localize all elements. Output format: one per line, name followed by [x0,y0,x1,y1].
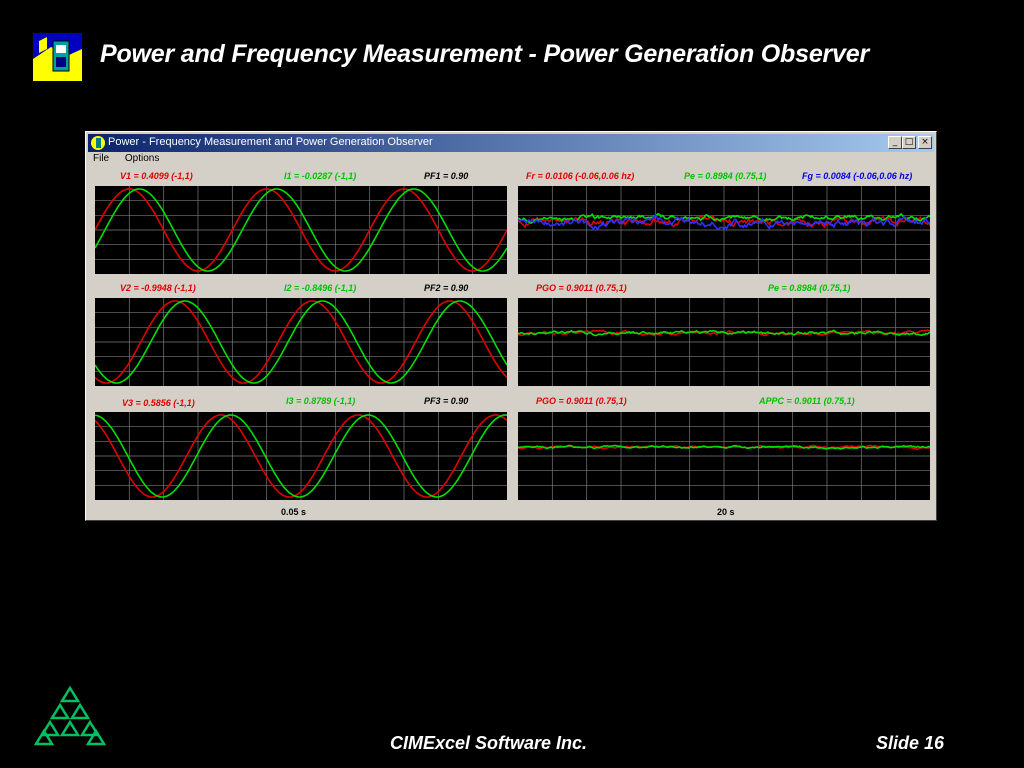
menu-bar: File Options [90,153,169,167]
pgo-label-1: PGO = 0.9011 (0.75,1) [536,283,627,293]
window-app-icon [91,136,105,150]
v3-label: V3 = 0.5856 (-1,1) [122,398,195,408]
footer-company: CIMExcel Software Inc. [390,733,588,753]
pe-label-1: Pe = 0.8984 (0.75,1) [684,171,767,181]
series-pe-line [518,329,930,337]
slide-title: Power and Frequency Measurement - Power … [100,40,869,68]
plot-frequency [518,186,930,274]
fr-label: Fr = 0.0106 (-0.06,0.06 hz) [526,171,635,181]
plot-phase2 [95,298,507,386]
app-window: Power - Frequency Measurement and Power … [85,131,937,521]
appc-label: APPC = 0.9011 (0.75,1) [759,396,855,406]
right-time-scale: 20 s [717,507,735,517]
plot-phase3 [95,412,507,500]
plot-grid [518,298,930,386]
menu-options[interactable]: Options [124,153,160,164]
menu-file[interactable]: File [93,153,110,164]
series-i2-line [95,300,507,384]
plot-grid [95,298,507,386]
plot-phase1 [95,186,507,274]
series-fg-line [518,214,930,231]
v2-label: V2 = -0.9948 (-1,1) [120,283,196,293]
maximize-button[interactable]: □ [902,136,916,149]
series-v3-line [95,414,507,498]
window-title: Power - Frequency Measurement and Power … [108,136,433,148]
series-v2-line [95,300,507,384]
series-appc-line [518,444,930,450]
pf3-label: PF3 = 0.90 [424,396,469,406]
i3-label: I3 = 0.8789 (-1,1) [286,396,356,406]
series-v1-line [95,188,507,272]
series-pe-line [518,212,930,224]
i1-label: I1 = -0.0287 (-1,1) [284,171,357,181]
window-titlebar[interactable]: Power - Frequency Measurement and Power … [88,134,934,152]
fg-label: Fg = 0.0084 (-0.06,0.06 hz) [802,171,913,181]
plot-grid [95,412,507,500]
plot-power [518,298,930,386]
pe-label-2: Pe = 0.8984 (0.75,1) [768,283,851,293]
close-button[interactable]: × [918,136,932,149]
left-time-scale: 0.05 s [281,507,307,517]
plot-pgo-appc [518,412,930,500]
pgo-label-2: PGO = 0.9011 (0.75,1) [536,396,627,406]
series-i3-line [95,414,507,498]
app-logo-icon [33,33,82,81]
plot-grid [518,412,930,500]
i2-label: I2 = -0.8496 (-1,1) [284,283,357,293]
series-i1-line [95,188,507,272]
footer-slide-number: Slide 16 [876,733,945,753]
minimize-button[interactable]: _ [888,136,902,149]
company-logo-icon [34,686,106,746]
v1-label: V1 = 0.4099 (-1,1) [120,171,193,181]
pf2-label: PF2 = 0.90 [424,283,469,293]
pf1-label: PF1 = 0.90 [424,171,469,181]
